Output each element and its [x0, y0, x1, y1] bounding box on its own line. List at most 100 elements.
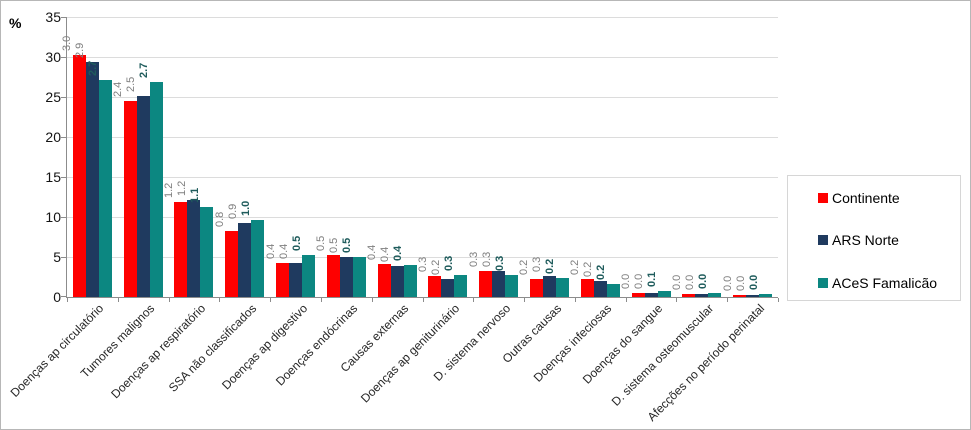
- x-axis-tick-0: [67, 298, 68, 302]
- y-axis-tick-label-30: 30: [45, 49, 61, 65]
- bar-label-0-3: 0.8: [213, 211, 226, 227]
- y-axis-tick-25: [61, 97, 66, 98]
- bar-ars-norte-10: [593, 281, 607, 297]
- bar-label-1-13: 0.0: [734, 275, 747, 291]
- bar-label-1-4: 0.4: [277, 243, 290, 259]
- bar-ars-norte-13: [746, 295, 760, 297]
- legend-label-aces-famalicao: ACeS Famalicão: [832, 275, 938, 291]
- x-axis-tick-6: [372, 298, 373, 302]
- bar-ars-norte-4: [289, 263, 303, 297]
- bar-continente-13: [733, 295, 747, 297]
- bar-continente-4: [276, 263, 290, 297]
- y-axis-tick-label-35: 35: [45, 9, 61, 25]
- bar-label-1-8: 0.3: [480, 251, 493, 267]
- bar-label-1-3: 0.9: [226, 203, 239, 219]
- gridline-35: [67, 17, 778, 18]
- bar-label-1-0: 2.9: [74, 42, 87, 58]
- bar-aces-famalic-o-2: [200, 207, 214, 297]
- y-axis-tick-label-0: 0: [53, 289, 61, 305]
- x-axis-tick-5: [321, 298, 322, 302]
- bar-aces-famalic-o-7: [454, 275, 468, 297]
- bar-ars-norte-5: [339, 257, 353, 297]
- gridline-15: [67, 177, 778, 178]
- y-axis-tick-30: [61, 57, 66, 58]
- x-axis-tick-12: [676, 298, 677, 302]
- bar-aces-famalic-o-6: [403, 265, 417, 297]
- y-axis-tick-0: [61, 296, 66, 297]
- bar-label-1-12: 0.0: [683, 274, 696, 290]
- bar-label-1-7: 0.2: [429, 259, 442, 275]
- bar-label-2-6: 0.4: [392, 245, 405, 261]
- bar-label-1-1: 2.5: [125, 76, 138, 92]
- bar-continente-5: [326, 255, 340, 297]
- bar-label-0-5: 0.5: [315, 235, 328, 251]
- legend-item-aces-famalicao: ACeS Famalicão: [818, 275, 937, 291]
- bar-label-0-13: 0.0: [721, 275, 734, 291]
- y-axis-tick-label-25: 25: [45, 89, 61, 105]
- bar-label-2-13: 0.0: [747, 274, 760, 290]
- x-axis-tick-13: [727, 298, 728, 302]
- gridline-10: [67, 217, 778, 218]
- bar-label-2-2: 1.1: [188, 187, 201, 203]
- y-axis-tick-35: [61, 17, 66, 18]
- y-axis-tick-label-5: 5: [53, 249, 61, 265]
- x-axis-tick-1: [118, 298, 119, 302]
- bar-ars-norte-3: [238, 223, 252, 297]
- bar-continente-9: [529, 279, 543, 297]
- bar-label-2-12: 0.0: [696, 273, 709, 289]
- bar-ars-norte-7: [441, 279, 455, 297]
- bar-label-0-6: 0.4: [366, 244, 379, 260]
- x-axis-tick-2: [169, 298, 170, 302]
- y-axis-tick-label-20: 20: [45, 129, 61, 145]
- bar-label-2-1: 2.7: [138, 62, 151, 78]
- bar-aces-famalic-o-11: [657, 291, 671, 297]
- plot-area: 3.0 2.4 1.2 0.8 0.4 0.5 0.4 0.3 0.3 0.2 0.2 0.0 0.0 0…: [61, 17, 779, 302]
- bar-continente-6: [377, 264, 391, 297]
- bar-label-1-2: 1.2: [175, 180, 188, 196]
- y-axis-tick-label-10: 10: [45, 209, 61, 225]
- bar-label-1-10: 0.2: [582, 261, 595, 277]
- bar-ars-norte-9: [542, 276, 556, 297]
- bar-aces-famalic-o-13: [759, 294, 773, 297]
- bar-label-0-8: 0.3: [467, 251, 480, 267]
- bar-label-1-6: 0.4: [379, 246, 392, 262]
- x-axis-tick-8: [473, 298, 474, 302]
- y-axis-tick-20: [61, 137, 66, 138]
- legend-label-continente: Continente: [832, 190, 900, 206]
- bar-continente-8: [479, 271, 493, 297]
- x-axis-tick-7: [423, 298, 424, 302]
- bar-continente-12: [682, 294, 696, 297]
- bar-label-0-10: 0.2: [569, 259, 582, 275]
- bar-label-2-9: 0.2: [544, 258, 557, 274]
- x-axis-tick-10: [575, 298, 576, 302]
- y-axis-line: [66, 17, 67, 297]
- bar-ars-norte-1: [136, 96, 150, 297]
- bar-aces-famalic-o-12: [708, 293, 722, 297]
- x-axis-tick-4: [270, 298, 271, 302]
- legend-swatch-aces-famalicao: [818, 278, 828, 288]
- bar-label-0-11: 0.0: [620, 273, 633, 289]
- bar-label-0-7: 0.3: [416, 256, 429, 272]
- gridline-5: [67, 257, 778, 258]
- y-axis-tick-15: [61, 177, 66, 178]
- x-axis-category-label-5: Doenças endócrinas: [273, 301, 361, 389]
- gridline-20: [67, 137, 778, 138]
- legend-swatch-continente: [818, 193, 828, 203]
- y-axis-unit-label: %: [9, 15, 22, 31]
- bar-continente-7: [428, 276, 442, 297]
- bar-label-0-9: 0.2: [518, 259, 531, 275]
- bar-continente-1: [123, 101, 137, 297]
- bar-label-2-0: 2.7: [87, 60, 100, 76]
- legend: Continente ARS Norte ACeS Famalicão: [787, 175, 961, 301]
- bar-ars-norte-11: [644, 293, 658, 297]
- bar-aces-famalic-o-0: [98, 80, 112, 297]
- bar-aces-famalic-o-1: [149, 82, 163, 297]
- y-axis-tick-5: [61, 257, 66, 258]
- bar-ars-norte-2: [187, 200, 201, 297]
- x-axis-tick-3: [219, 298, 220, 302]
- bar-aces-famalic-o-10: [606, 284, 620, 297]
- bar-continente-2: [174, 202, 188, 297]
- legend-label-ars-norte: ARS Norte: [832, 232, 899, 248]
- bar-ars-norte-6: [390, 266, 404, 297]
